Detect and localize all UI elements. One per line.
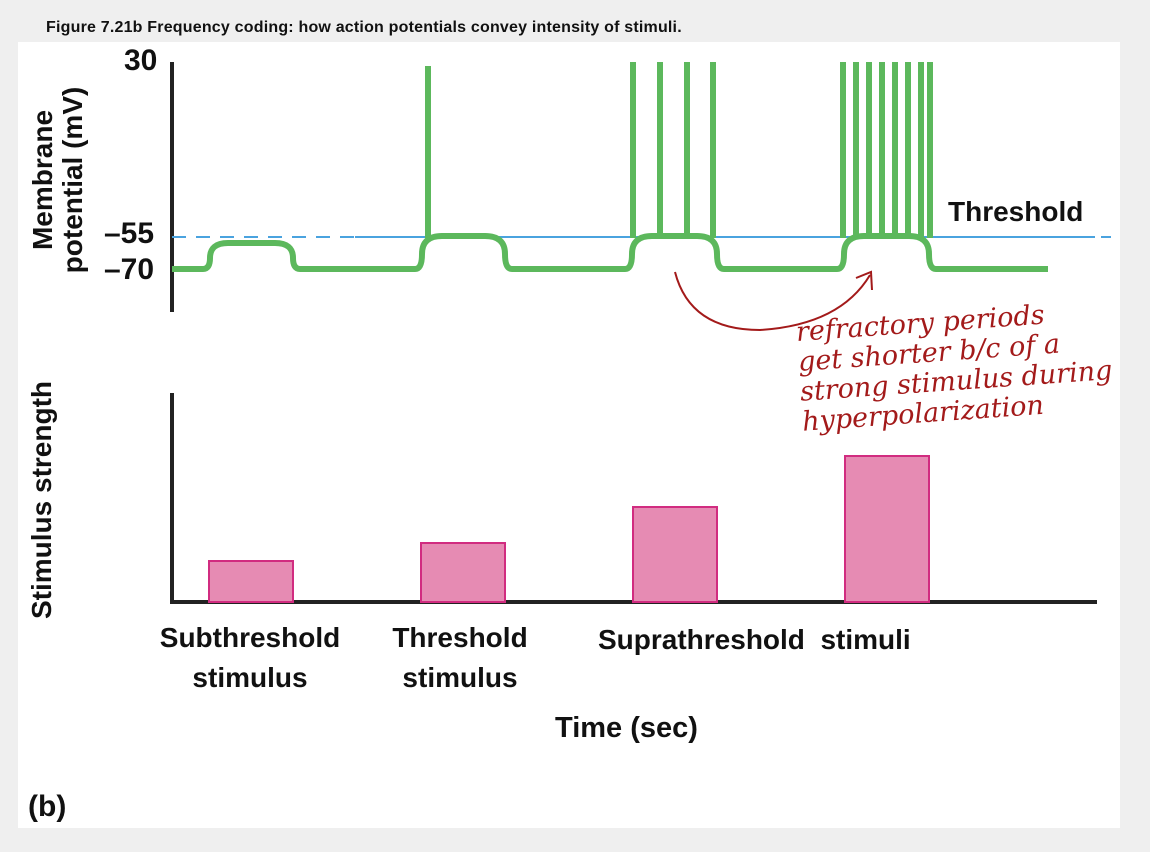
category-threshold-line1: Threshold <box>392 622 528 653</box>
membrane-potential-trace <box>172 233 1048 272</box>
stimulus-bar-suprathreshold-2 <box>844 455 930 603</box>
category-subthreshold-line2: stimulus <box>192 662 308 693</box>
category-suprathreshold: Suprathreshold stimuli <box>598 624 911 655</box>
figure-panel <box>18 42 1120 828</box>
category-threshold-line2: stimulus <box>402 662 518 693</box>
annotation-arrow <box>674 271 871 332</box>
handwritten-annotation: refractory periods get shorter b/c of a … <box>795 296 1115 438</box>
stimulus-bar-subthreshold <box>208 560 294 603</box>
category-subthreshold-line1: Subthreshold <box>159 622 341 653</box>
ylabel-line-1: Membrane <box>27 109 58 251</box>
threshold-label: Threshold <box>948 196 1084 227</box>
tick-label-minus70: –70 <box>104 253 155 286</box>
category-threshold: Threshold stimulus <box>370 618 550 698</box>
stimulus-bar-threshold <box>420 542 506 603</box>
ylabel-line-2: potential (mV) <box>57 86 88 274</box>
tick-label-minus55: –55 <box>104 217 155 250</box>
action-potential-spikes <box>425 62 933 238</box>
figure-caption: Figure 7.21b Frequency coding: how actio… <box>46 19 682 36</box>
x-axis-label: Time (sec) <box>555 712 698 744</box>
stimulus-strength-text: Stimulus strength <box>26 380 57 620</box>
panel-letter: (b) <box>28 790 67 823</box>
annotation-arrowhead <box>855 270 873 291</box>
stimulus-bar-suprathreshold-1 <box>632 506 718 603</box>
tick-label-30: 30 <box>124 44 158 77</box>
category-subthreshold: Subthreshold stimulus <box>140 618 360 698</box>
stimulus-bars <box>208 455 930 603</box>
